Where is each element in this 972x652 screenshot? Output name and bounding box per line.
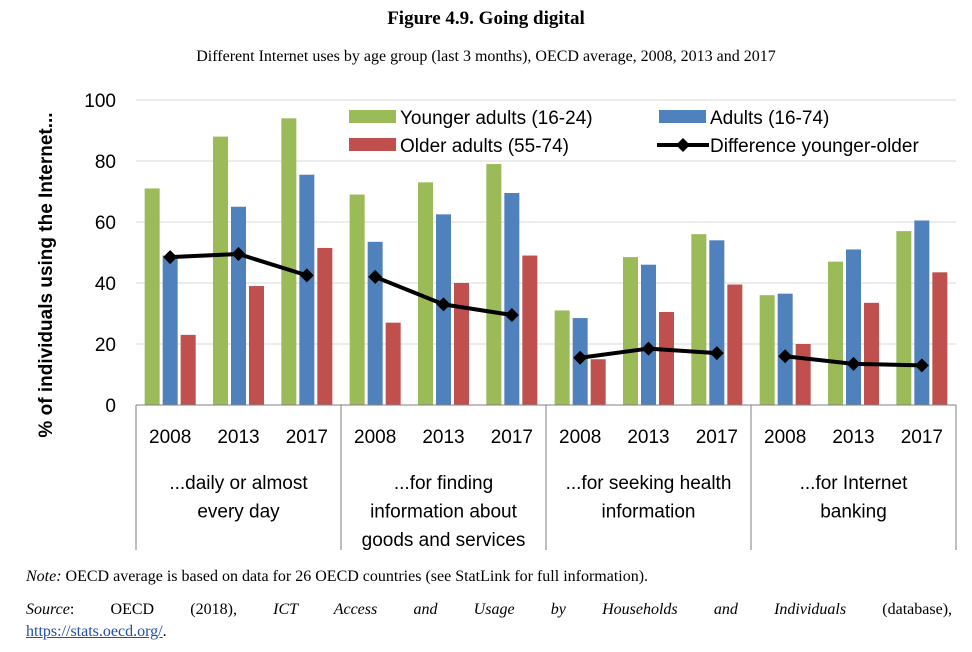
bar	[454, 283, 469, 405]
bar	[385, 322, 401, 405]
bar	[864, 302, 879, 405]
group-label: ...for finding	[394, 473, 493, 494]
difference-marker	[504, 308, 519, 323]
x-tick-label-year: 2008	[764, 427, 806, 448]
bar	[522, 255, 538, 405]
group-label: ...for Internet	[800, 473, 908, 494]
bar	[590, 359, 606, 405]
bar	[349, 194, 365, 405]
group-label: ...for seeking health	[566, 473, 732, 494]
bar	[180, 334, 196, 405]
bar	[249, 286, 264, 405]
y-tick-label: 100	[84, 91, 116, 112]
bar	[299, 174, 315, 405]
x-tick-label-year: 2017	[901, 427, 943, 448]
bar	[418, 182, 433, 405]
bar	[144, 188, 160, 405]
bar	[932, 272, 948, 405]
difference-marker	[641, 341, 656, 356]
x-tick-label-year: 2013	[422, 427, 464, 448]
difference-marker	[299, 268, 314, 283]
x-tick-label-year: 2017	[286, 427, 328, 448]
difference-marker	[846, 356, 861, 371]
bar	[691, 234, 707, 405]
y-tick-label: 20	[95, 335, 116, 356]
y-tick-label: 40	[95, 274, 116, 295]
group-label: information	[602, 502, 696, 523]
bar	[914, 220, 930, 405]
chart: 0 20 40 60 80 100 % of individuals using the I…	[36, 91, 957, 551]
source-link-line: https://stats.oecd.org/.	[26, 621, 167, 643]
bar	[281, 118, 297, 406]
bar	[828, 261, 843, 405]
bar	[727, 284, 743, 405]
source-org: OECD (2018),	[110, 601, 237, 618]
source-line: Source: OECD (2018), ICT Access and Usag…	[26, 599, 952, 621]
note-text: OECD average is based on data for 26 OEC…	[61, 568, 649, 585]
bar	[162, 255, 178, 405]
group-label: every day	[197, 502, 280, 523]
bar	[896, 231, 912, 405]
figure-title: Figure 4.9. Going digital	[387, 8, 585, 29]
bar	[367, 241, 383, 405]
bar	[641, 264, 656, 405]
legend-label: Difference younger-older	[710, 136, 919, 157]
group-label: banking	[820, 502, 887, 523]
difference-marker	[231, 247, 246, 262]
source-end: .	[162, 623, 167, 640]
bar	[317, 247, 333, 405]
y-tick-label: 80	[95, 152, 116, 173]
bar	[709, 240, 725, 405]
x-tick-label-year: 2013	[832, 427, 874, 448]
legend-swatch	[349, 138, 396, 151]
difference-marker	[368, 269, 383, 284]
y-tick-label: 0	[105, 396, 116, 417]
bar	[504, 193, 520, 405]
source-db-title: ICT Access and Usage by Households and I…	[273, 601, 847, 618]
difference-marker	[573, 350, 588, 365]
group-label: ...daily or almost	[169, 473, 308, 494]
bar	[623, 257, 638, 405]
legend-swatch	[349, 110, 396, 123]
bar	[486, 164, 502, 405]
legend-label: Older adults (55-74)	[400, 136, 569, 157]
bar	[659, 311, 674, 405]
x-tick-label-year: 2017	[491, 427, 533, 448]
difference-marker	[778, 349, 793, 364]
source-link[interactable]: https://stats.oecd.org/	[26, 623, 163, 640]
difference-marker	[436, 297, 451, 312]
note-line: Note: OECD average is based on data for …	[26, 568, 956, 586]
x-tick-label-year: 2017	[696, 427, 738, 448]
source-colon: :	[69, 601, 75, 618]
y-axis-label: % of individuals using the Internet...	[36, 112, 57, 437]
bar	[213, 136, 228, 405]
group-label: goods and services	[362, 530, 526, 551]
difference-marker	[709, 346, 724, 361]
bar	[795, 344, 811, 405]
bar	[231, 206, 246, 405]
x-tick-label-year: 2008	[149, 427, 191, 448]
group-label: information about	[370, 502, 518, 523]
legend-marker	[676, 138, 690, 152]
source-label: Source	[26, 601, 70, 618]
bar	[759, 295, 775, 405]
difference-marker	[163, 250, 178, 265]
bar	[846, 249, 861, 405]
x-tick-label-year: 2008	[354, 427, 396, 448]
legend-label: Adults (16-74)	[710, 108, 829, 129]
y-tick-label: 60	[95, 213, 116, 234]
figure-subtitle: Different Internet uses by age group (la…	[196, 48, 776, 65]
x-tick-label-year: 2013	[217, 427, 259, 448]
x-tick-label-year: 2013	[627, 427, 669, 448]
bar	[554, 310, 570, 405]
note-label: Note:	[26, 568, 62, 585]
x-tick-label-year: 2008	[559, 427, 601, 448]
legend-label: Younger adults (16-24)	[400, 108, 593, 129]
legend-swatch	[659, 110, 706, 123]
source-db-type: (database),	[882, 601, 953, 618]
difference-marker	[914, 358, 929, 373]
